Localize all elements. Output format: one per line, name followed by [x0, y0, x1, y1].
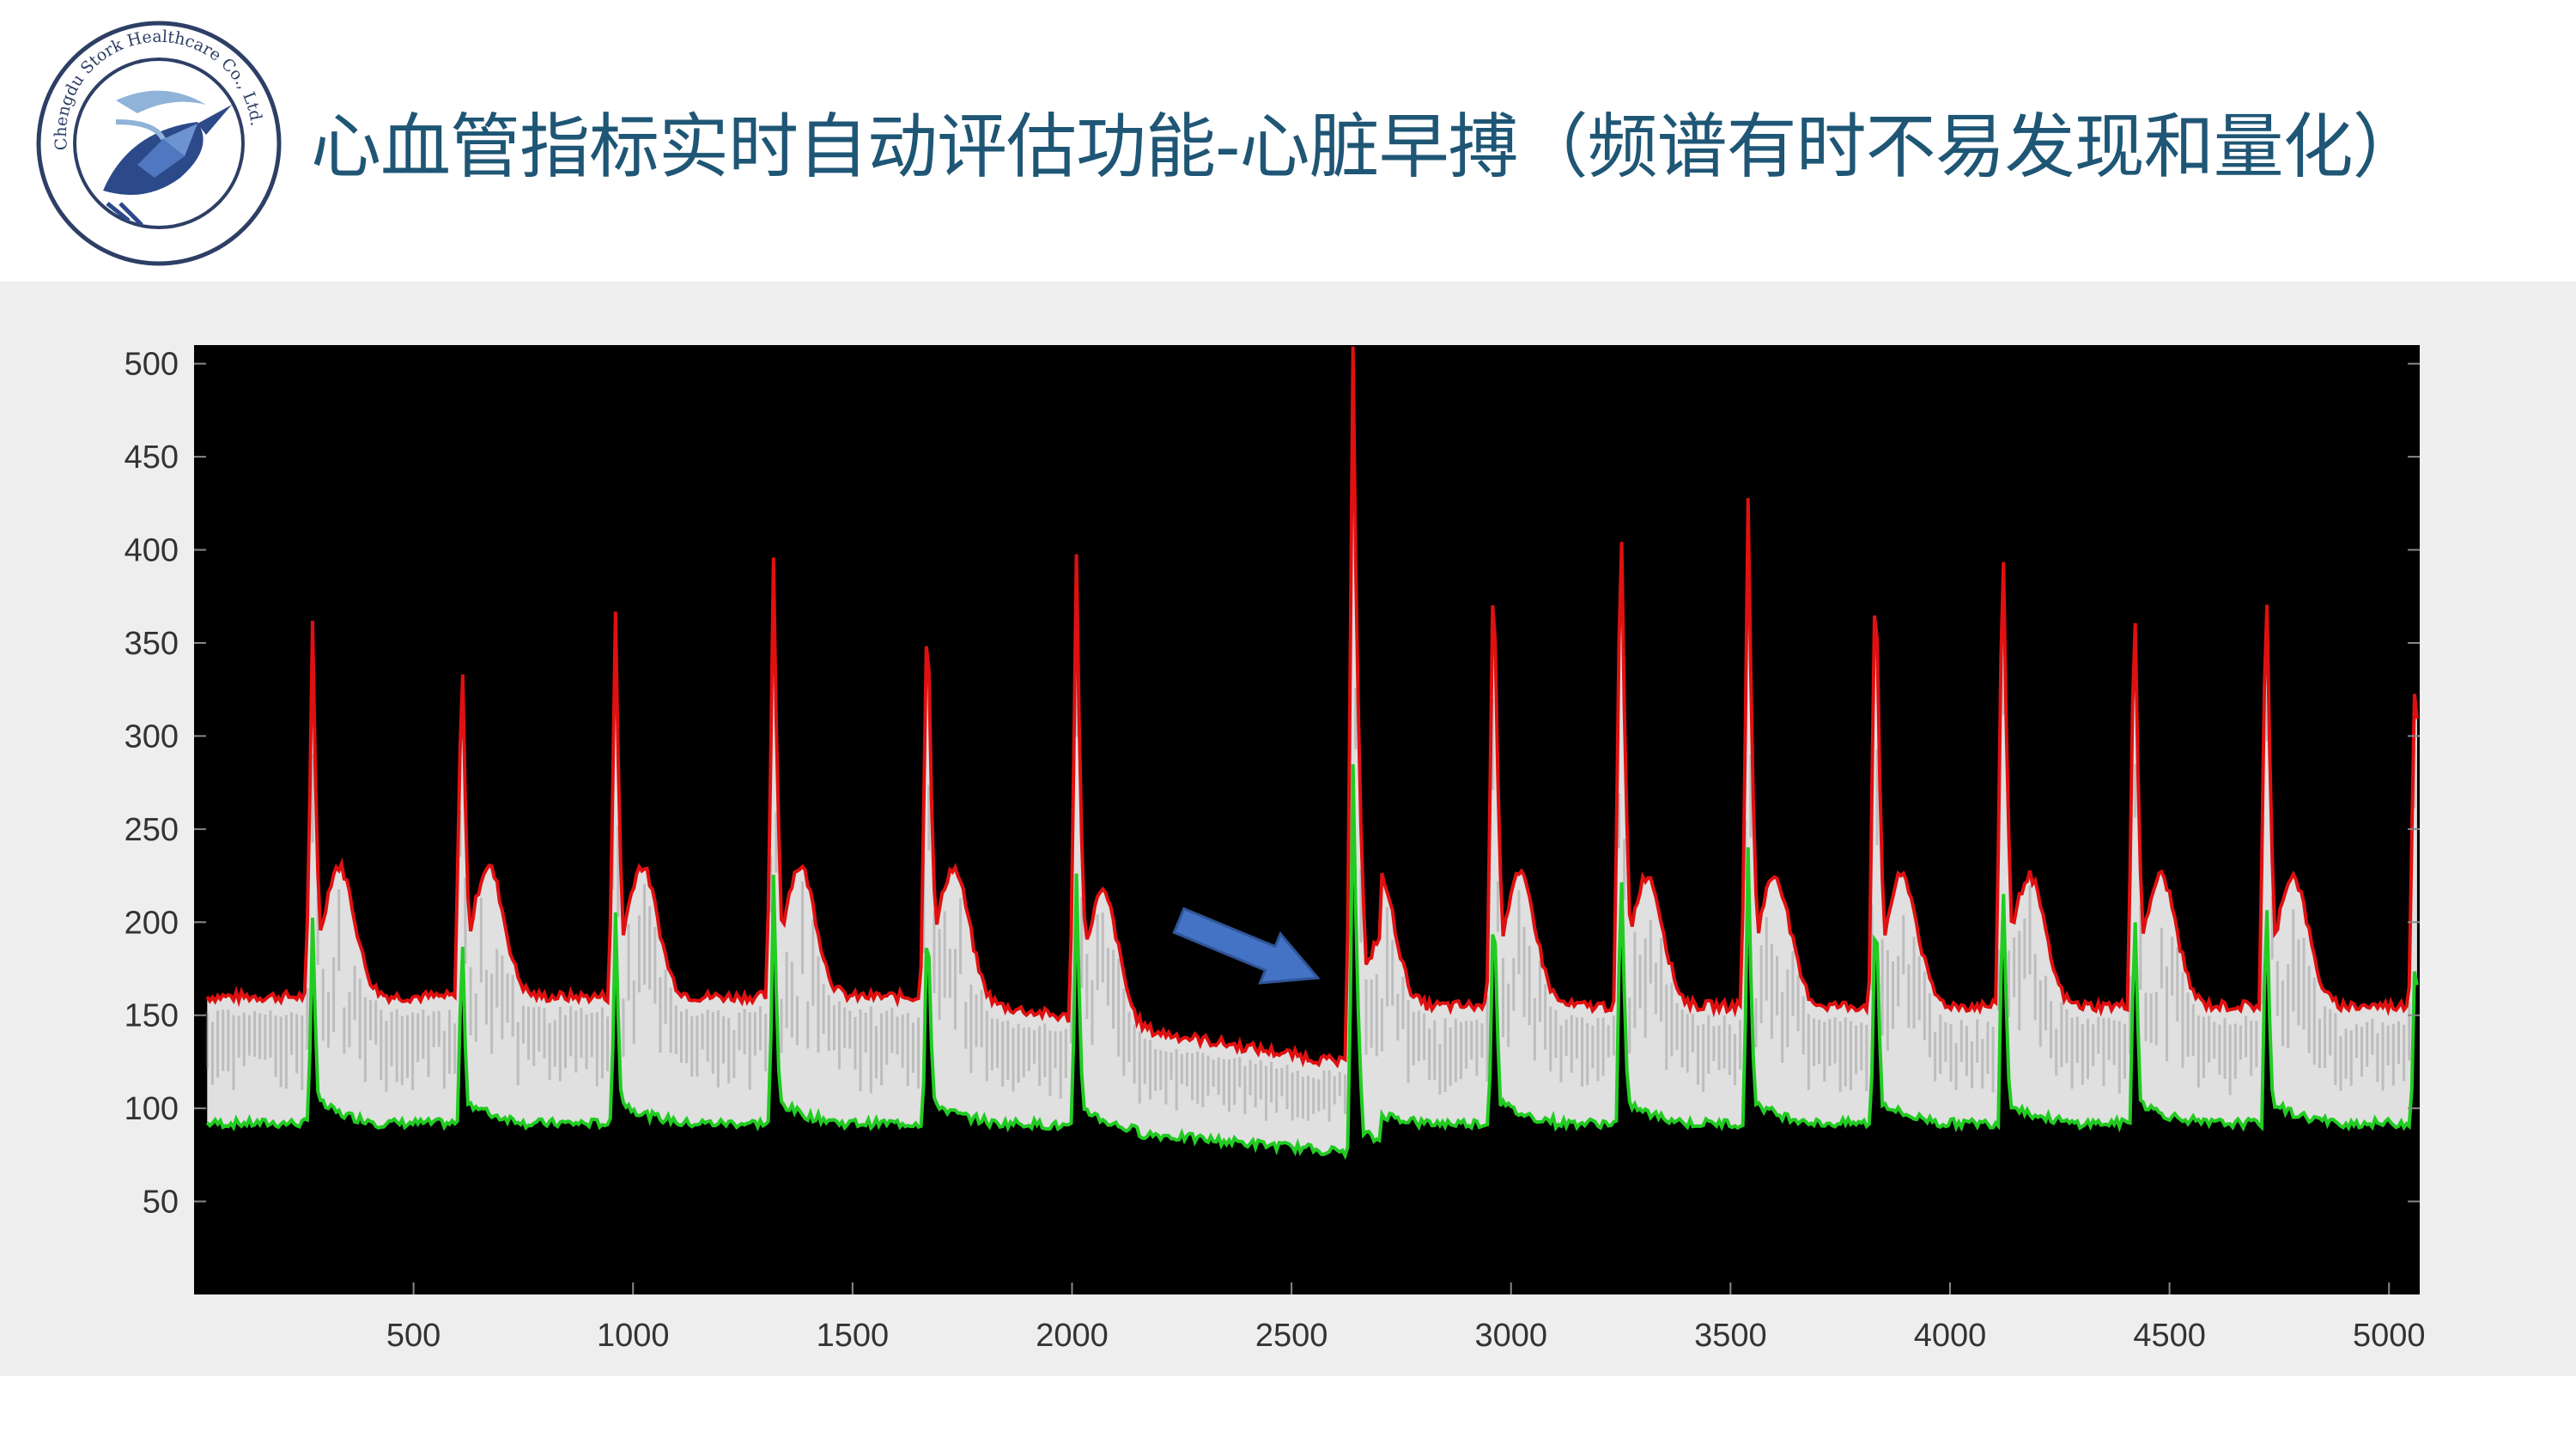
premature-beat-arrow: [1172, 906, 1321, 985]
y-tick-label: 200: [125, 905, 179, 941]
slide-title: 心血管指标实时自动评估功能-心脏早搏（频谱有时不易发现和量化）: [311, 106, 2423, 188]
y-tick-label: 400: [125, 533, 179, 569]
x-tick-label: 3000: [1474, 1318, 1547, 1354]
y-tick-label: 450: [125, 440, 179, 476]
x-tick-label: 2000: [1036, 1318, 1109, 1354]
bottom-margin: [0, 1376, 2576, 1449]
spectrum-layer: [205, 346, 2417, 1156]
x-tick-label: 1000: [597, 1318, 670, 1354]
y-tick-label: 50: [143, 1185, 179, 1221]
x-tick-label: 5000: [2353, 1318, 2426, 1354]
spectrum-fill: [207, 346, 2417, 1156]
y-tick-label: 300: [125, 718, 179, 755]
y-tick-label: 500: [125, 347, 179, 383]
plot-area: [194, 345, 2420, 1294]
slide-header: Chengdu Stork Healthcare Co., Ltd. 心血管指标…: [0, 0, 2576, 282]
envelope-layer: [205, 346, 2419, 1161]
company-logo: Chengdu Stork Healthcare Co., Ltd.: [36, 21, 282, 266]
doppler-spectrogram-chart: 50 100 150 200 250 300 350 400 450 500 500 1000 1500…: [125, 345, 2426, 1354]
upper-envelope-line: [205, 346, 2419, 1069]
arrow-layer: [1172, 906, 1321, 985]
spectrogram-panel: 50 100 150 200 250 300 350 400 450 500 500 1000 1500…: [0, 282, 2576, 1376]
x-tick-label: 500: [386, 1318, 440, 1354]
y-tick-label: 250: [125, 812, 179, 848]
lower-envelope-line: [205, 764, 2419, 1161]
x-tick-label: 3500: [1694, 1318, 1767, 1354]
y-tick-label: 100: [125, 1091, 179, 1127]
x-tick-label: 4000: [1914, 1318, 1987, 1354]
y-tick-label: 350: [125, 626, 179, 662]
x-tick-label: 1500: [817, 1318, 890, 1354]
axis-layer: 50 100 150 200 250 300 350 400 450 500 500 1000 1500…: [125, 347, 2426, 1354]
y-tick-label: 150: [125, 998, 179, 1034]
x-tick-label: 2500: [1255, 1318, 1328, 1354]
x-tick-label: 4500: [2133, 1318, 2206, 1354]
